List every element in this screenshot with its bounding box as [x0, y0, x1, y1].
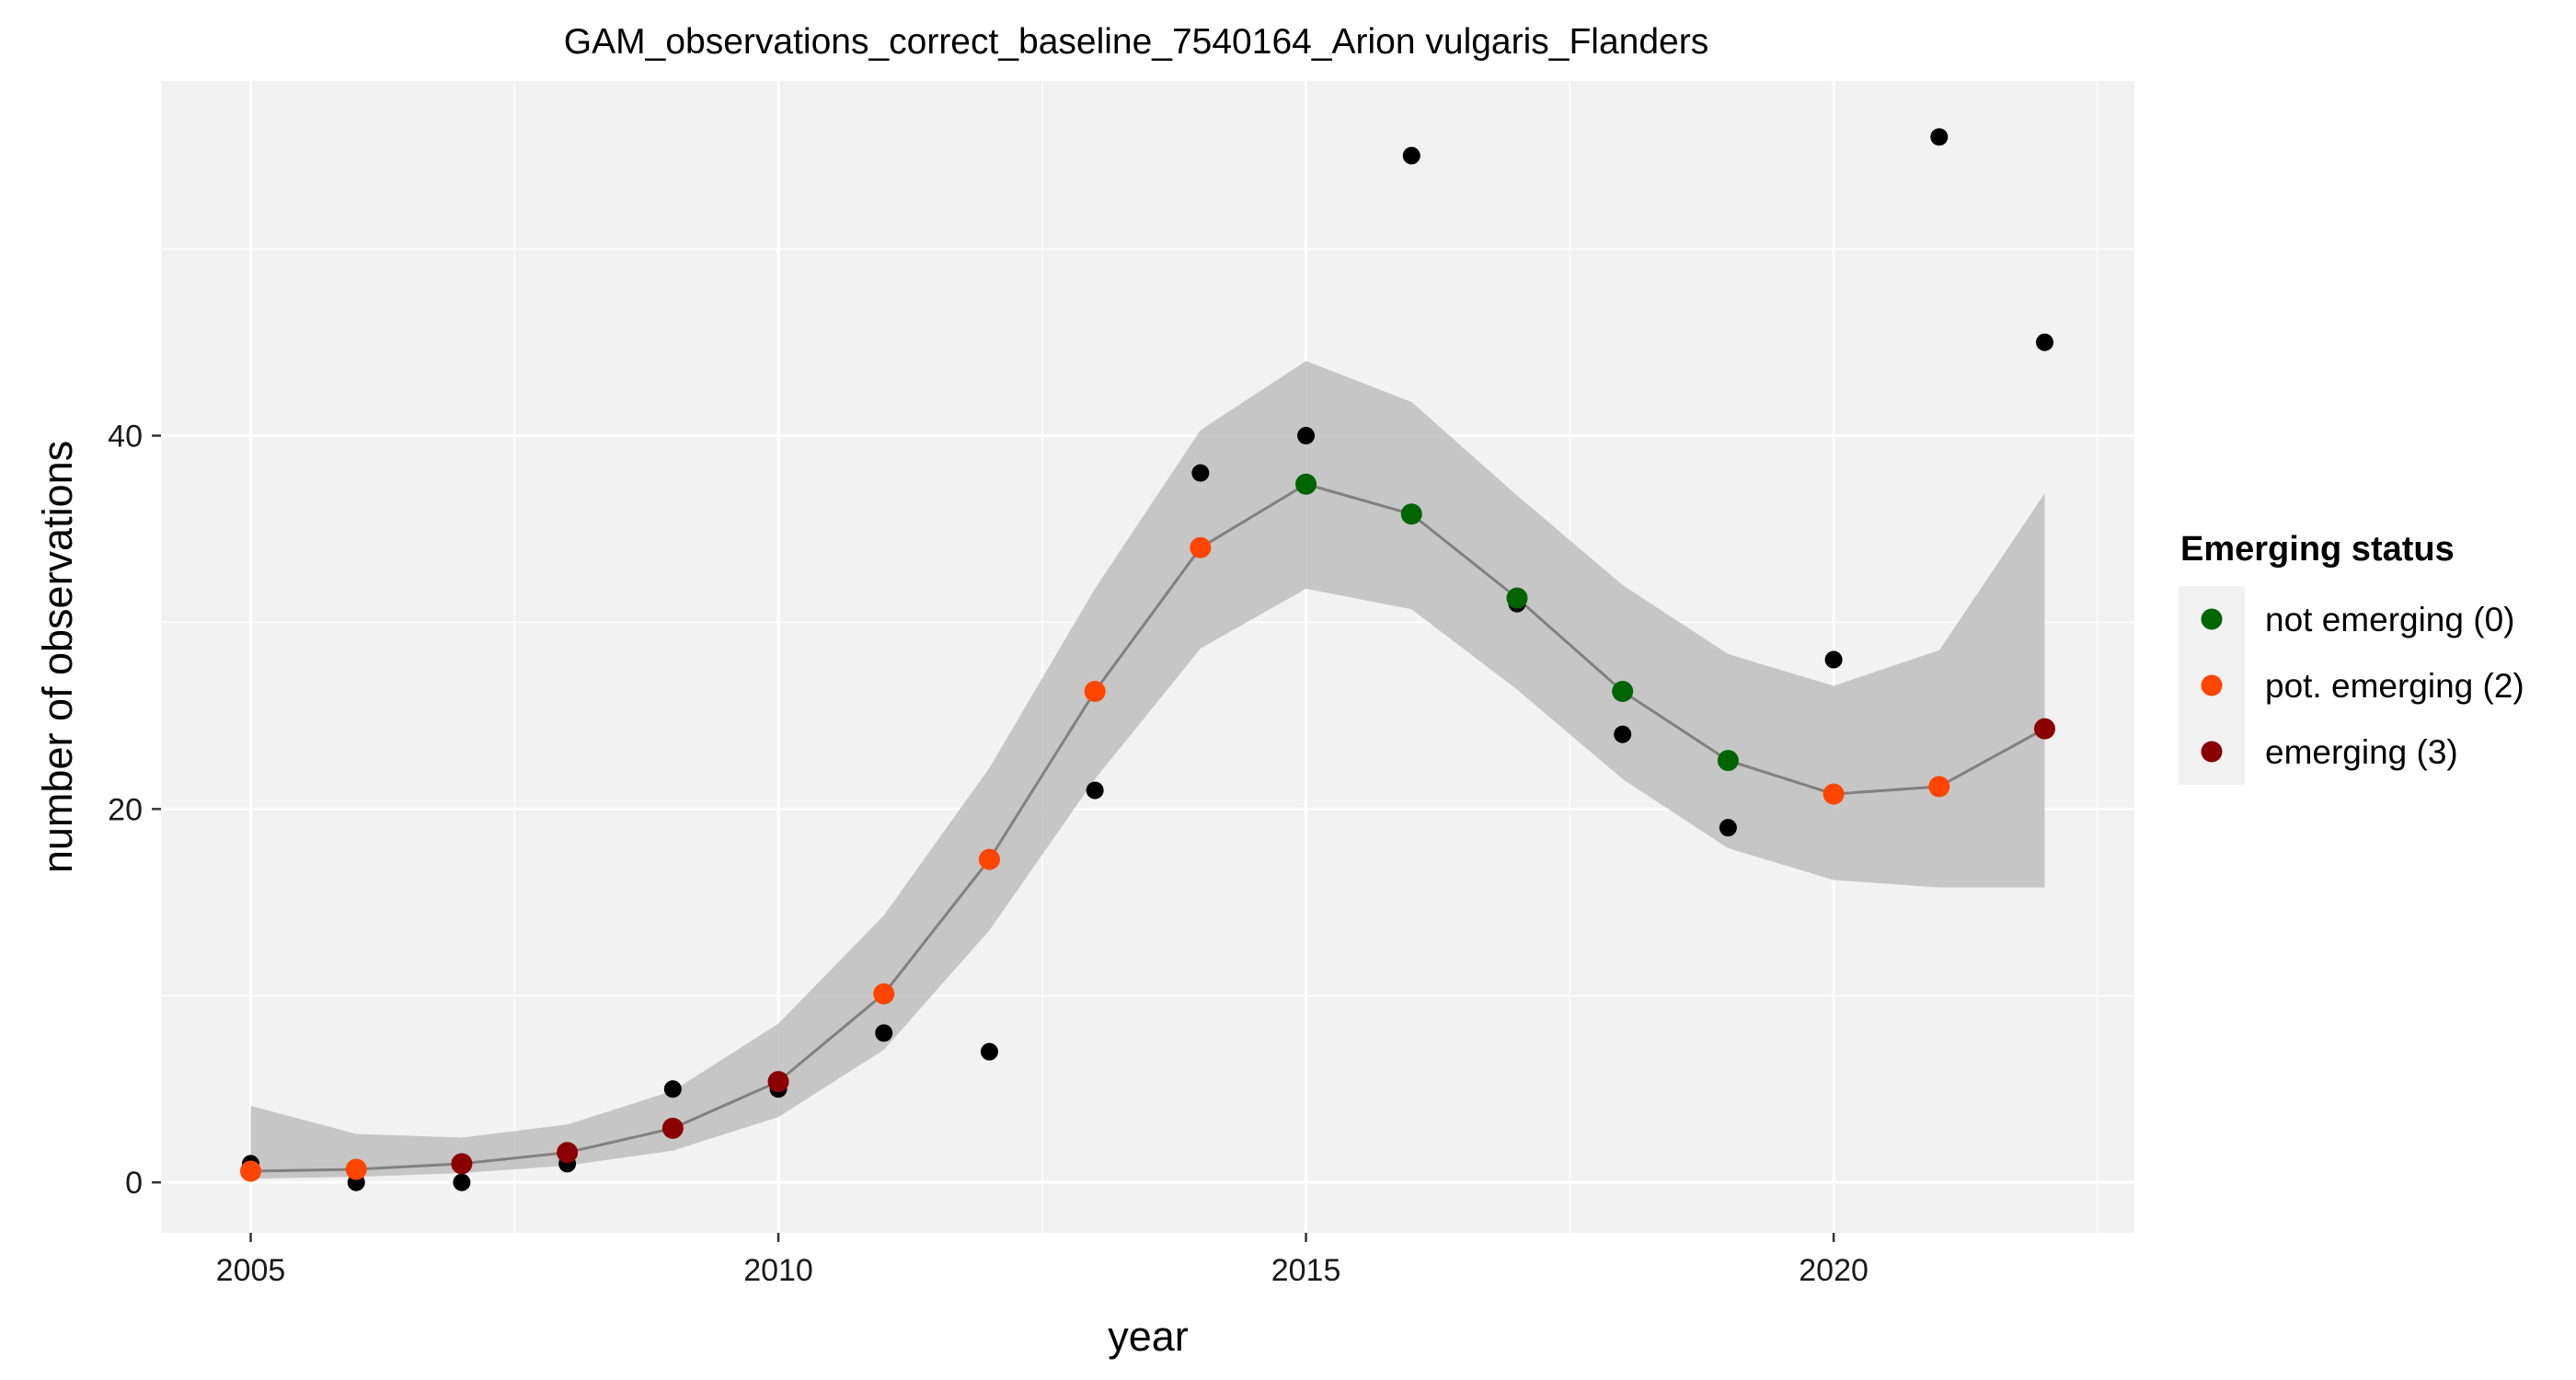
- legend-title: Emerging status: [2180, 530, 2455, 569]
- observation-point: [453, 1173, 471, 1191]
- fit-point: [557, 1142, 579, 1164]
- legend: Emerging status not emerging (0) pot. eme…: [2179, 530, 2524, 785]
- fit-line: [250, 482, 2046, 1173]
- fit-point: [1823, 783, 1845, 805]
- x-tick-label: 2010: [743, 1253, 813, 1288]
- fit-point: [1928, 776, 1950, 798]
- plot-panel: [161, 81, 2134, 1233]
- y-tick-label: 0: [125, 1166, 143, 1201]
- fit-point: [1295, 473, 1317, 495]
- fit-point: [345, 1158, 367, 1180]
- observation-point: [2036, 333, 2053, 351]
- fit-point: [240, 1160, 261, 1182]
- observation-point: [1824, 650, 1843, 669]
- legend-key-marker: [2201, 741, 2223, 763]
- confidence-band: [250, 361, 2045, 1179]
- observation-point: [663, 1080, 682, 1098]
- x-axis: 2005 2010 2015 2020: [216, 1233, 1869, 1288]
- x-tick-label: 2005: [216, 1253, 286, 1288]
- fit-point: [1506, 587, 1528, 609]
- observation-point: [1191, 464, 1210, 482]
- fit-point: [767, 1071, 789, 1093]
- observation-point: [980, 1042, 998, 1061]
- fit-point: [1400, 503, 1422, 525]
- legend-label: not emerging (0): [2265, 601, 2514, 638]
- fit-point: [2034, 718, 2055, 740]
- observation-point: [875, 1024, 893, 1042]
- observation-point: [1719, 819, 1737, 837]
- observation-point: [1614, 725, 1632, 743]
- observation-point: [1930, 128, 1949, 146]
- fit-point: [451, 1153, 473, 1175]
- chart-title: GAM_observations_correct_baseline_754016…: [564, 22, 1708, 62]
- observation-point: [1402, 146, 1420, 165]
- fit-points: [240, 473, 2055, 1182]
- fit-point: [661, 1117, 684, 1139]
- y-tick-label: 20: [108, 792, 143, 827]
- legend-key-marker: [2201, 608, 2223, 630]
- y-axis-title: number of observations: [34, 441, 81, 873]
- legend-keys: not emerging (0) pot. emerging (2) emergin…: [2179, 586, 2524, 785]
- fit-point: [873, 983, 895, 1005]
- fit-point: [1612, 681, 1634, 703]
- legend-key-marker: [2201, 674, 2223, 696]
- x-tick-label: 2020: [1799, 1253, 1869, 1288]
- legend-label: pot. emerging (2): [2265, 667, 2524, 705]
- observation-point: [1297, 427, 1316, 445]
- fit-point: [1717, 750, 1739, 772]
- legend-label: emerging (3): [2265, 733, 2458, 771]
- observation-point: [1086, 781, 1104, 799]
- fit-point: [1084, 681, 1106, 703]
- y-axis: 0 20 40: [108, 420, 161, 1201]
- fit-point: [1190, 536, 1212, 558]
- fit-point: [978, 848, 1000, 870]
- y-tick-label: 40: [108, 420, 143, 454]
- x-tick-label: 2015: [1271, 1253, 1341, 1288]
- x-axis-title: year: [1108, 1313, 1189, 1360]
